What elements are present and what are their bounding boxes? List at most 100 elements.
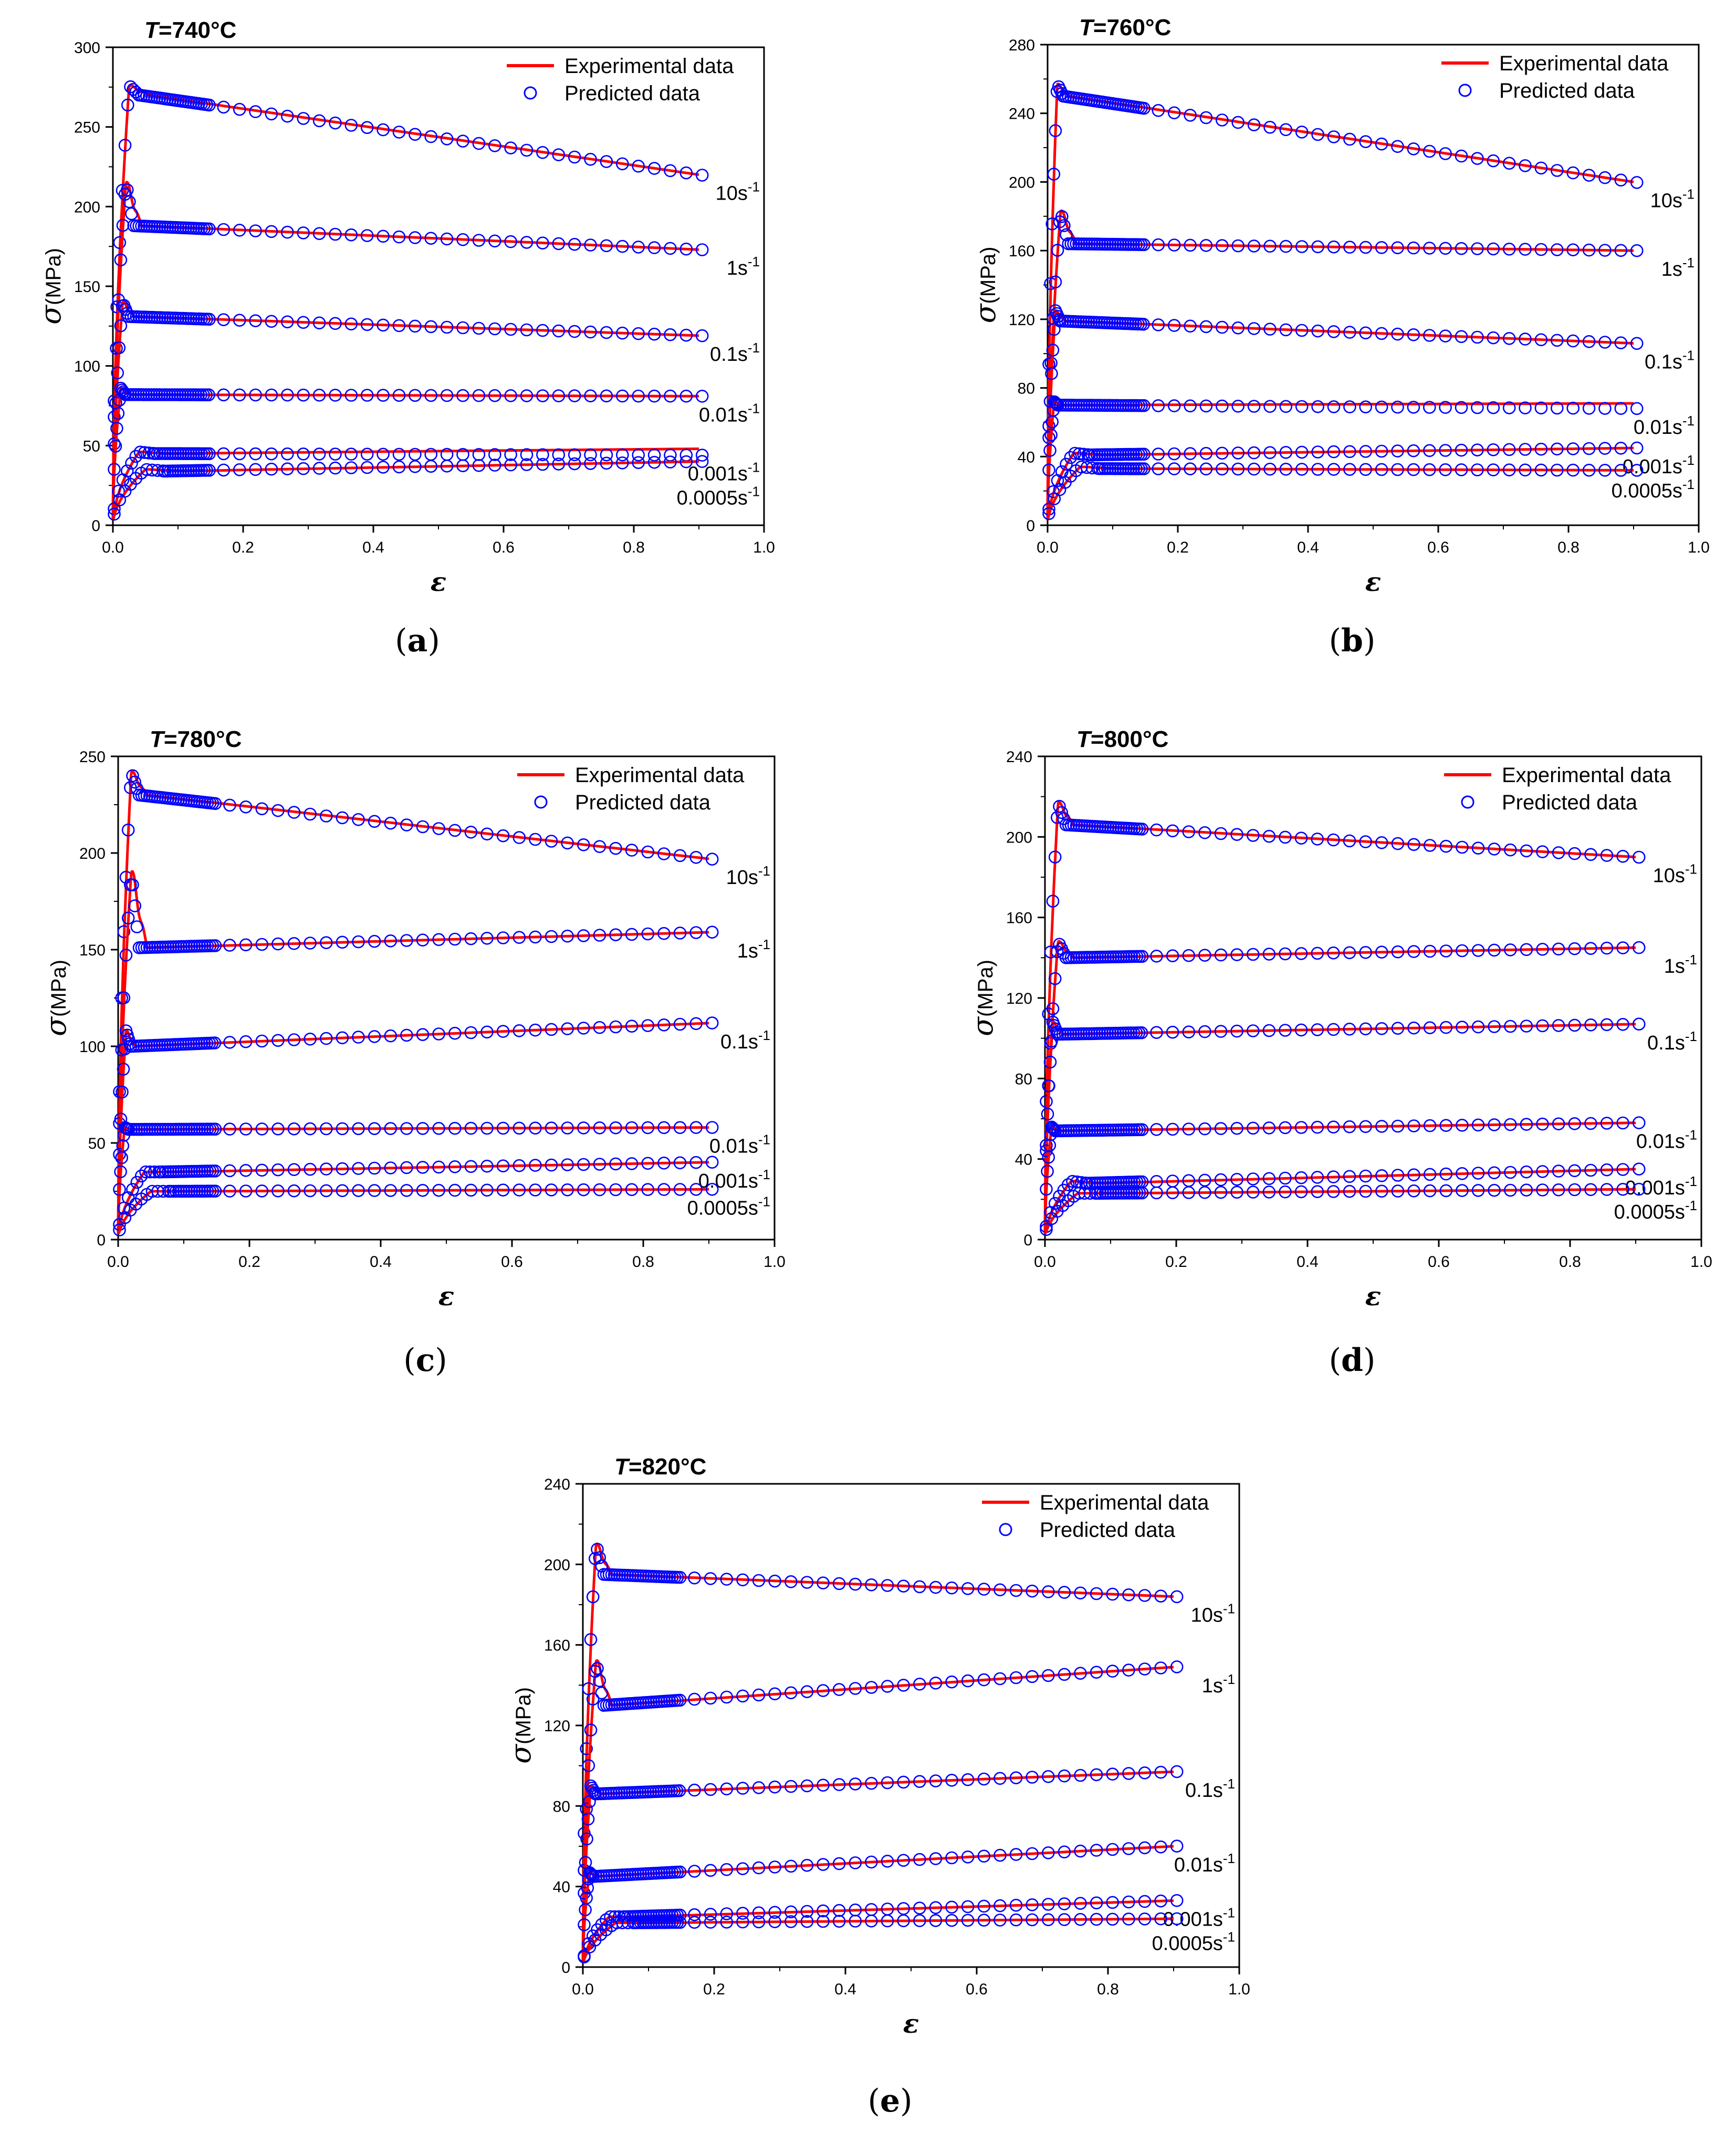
predicted-point: [578, 1950, 591, 1964]
predicted-point: [577, 1121, 590, 1135]
predicted-point: [464, 826, 478, 839]
predicted-point: [129, 450, 143, 463]
predicted-point: [689, 926, 703, 939]
predicted-point: [704, 1864, 717, 1877]
predicted-point: [695, 389, 709, 403]
predicted-point: [513, 1183, 526, 1197]
predicted-point: [432, 1027, 445, 1041]
predicted-point: [1534, 401, 1548, 415]
predicted-point: [336, 1162, 349, 1176]
predicted-point: [118, 139, 132, 152]
predicted-point: [1439, 242, 1452, 255]
strain-rate-value: 1s: [727, 257, 748, 279]
predicted-point: [1375, 444, 1388, 458]
predicted-point: [496, 829, 510, 843]
predicted-point: [1215, 446, 1229, 460]
predicted-point: [641, 1019, 654, 1032]
x-tick-label: 0.8: [623, 539, 645, 556]
predicted-point: [865, 1855, 878, 1869]
predicted-point: [409, 231, 422, 244]
predicted-point: [945, 1581, 958, 1595]
strain-rate-value: 0.0005s: [1612, 480, 1682, 502]
predicted-point: [704, 1572, 717, 1585]
predicted-point: [577, 838, 590, 851]
strain-rate-label: 0.01s-1: [709, 1132, 770, 1158]
predicted-point: [297, 388, 310, 402]
predicted-point: [977, 1583, 991, 1596]
predicted-point: [1009, 1913, 1023, 1927]
legend-marker-predicted: [1461, 795, 1474, 809]
predicted-point: [360, 389, 374, 402]
predicted-point: [609, 1020, 622, 1034]
predicted-point: [138, 446, 151, 459]
predicted-point: [1487, 443, 1500, 456]
predicted-point: [584, 1723, 598, 1737]
paren-close: ): [1363, 1342, 1375, 1379]
predicted-point: [1246, 948, 1260, 961]
predicted-point: [581, 1881, 594, 1895]
predicted-point: [609, 1157, 622, 1171]
y-axis-unit: (MPa): [974, 960, 997, 1017]
predicted-point: [111, 407, 125, 420]
predicted-point: [1184, 462, 1197, 476]
predicted-point: [121, 911, 135, 925]
predicted-point: [1584, 1018, 1597, 1032]
predicted-point: [1137, 399, 1151, 412]
predicted-point: [961, 1674, 975, 1688]
predicted-point: [1582, 335, 1596, 348]
title-value: =740°C: [159, 17, 236, 43]
predicted-point: [1311, 947, 1324, 960]
predicted-point: [1439, 329, 1452, 343]
predicted-point: [480, 1183, 494, 1197]
predicted-point: [784, 1575, 798, 1588]
predicted-point: [312, 462, 326, 475]
predicted-point: [1199, 111, 1213, 124]
strain-rate-exponent: -1: [758, 1132, 770, 1148]
predicted-point: [1375, 241, 1388, 254]
predicted-point: [736, 1573, 749, 1587]
predicted-point: [1055, 806, 1068, 819]
predicted-point: [480, 1025, 494, 1039]
strain-rate-label: 1s-1: [737, 937, 770, 962]
y-axis-title: σ(MPa): [504, 1687, 537, 1764]
predicted-point: [536, 236, 549, 250]
predicted-point: [1488, 1020, 1501, 1033]
predicted-point: [817, 1576, 830, 1590]
predicted-point: [897, 1579, 910, 1593]
predicted-point: [233, 223, 246, 237]
predicted-point: [1600, 941, 1614, 955]
y-tick-label: 50: [83, 438, 100, 455]
y-tick-label: 0: [97, 1232, 106, 1249]
predicted-point: [1439, 444, 1452, 457]
predicted-series: [1042, 395, 1644, 477]
predicted-point: [1504, 1020, 1517, 1033]
predicted-point: [1150, 949, 1163, 963]
predicted-point: [392, 460, 406, 474]
predicted-point: [1166, 1186, 1179, 1200]
predicted-point: [488, 448, 501, 461]
predicted-point: [360, 229, 374, 242]
predicted-point: [1536, 845, 1549, 858]
paren-close: ): [900, 2083, 912, 2119]
predicted-point: [126, 1183, 139, 1196]
predicted-point: [1214, 1173, 1228, 1187]
predicted-point: [647, 455, 661, 469]
predicted-point: [679, 389, 693, 403]
predicted-point: [130, 920, 144, 933]
predicted-point: [520, 323, 534, 337]
predicted-point: [568, 389, 581, 402]
predicted-point: [368, 1184, 381, 1197]
predicted-point: [1359, 445, 1373, 458]
predicted-point: [817, 1915, 830, 1928]
predicted-point: [304, 1032, 317, 1046]
predicted-point: [1231, 321, 1245, 335]
predicted-point: [1534, 161, 1548, 175]
predicted-point: [1343, 445, 1356, 459]
predicted-point: [1311, 1185, 1324, 1199]
predicted-point: [657, 847, 671, 860]
predicted-series: [108, 381, 709, 476]
predicted-point: [1471, 401, 1484, 414]
predicted-point: [1584, 1183, 1597, 1197]
strain-rate-label: 1s-1: [1661, 255, 1695, 280]
predicted-series: [1040, 1182, 1646, 1236]
